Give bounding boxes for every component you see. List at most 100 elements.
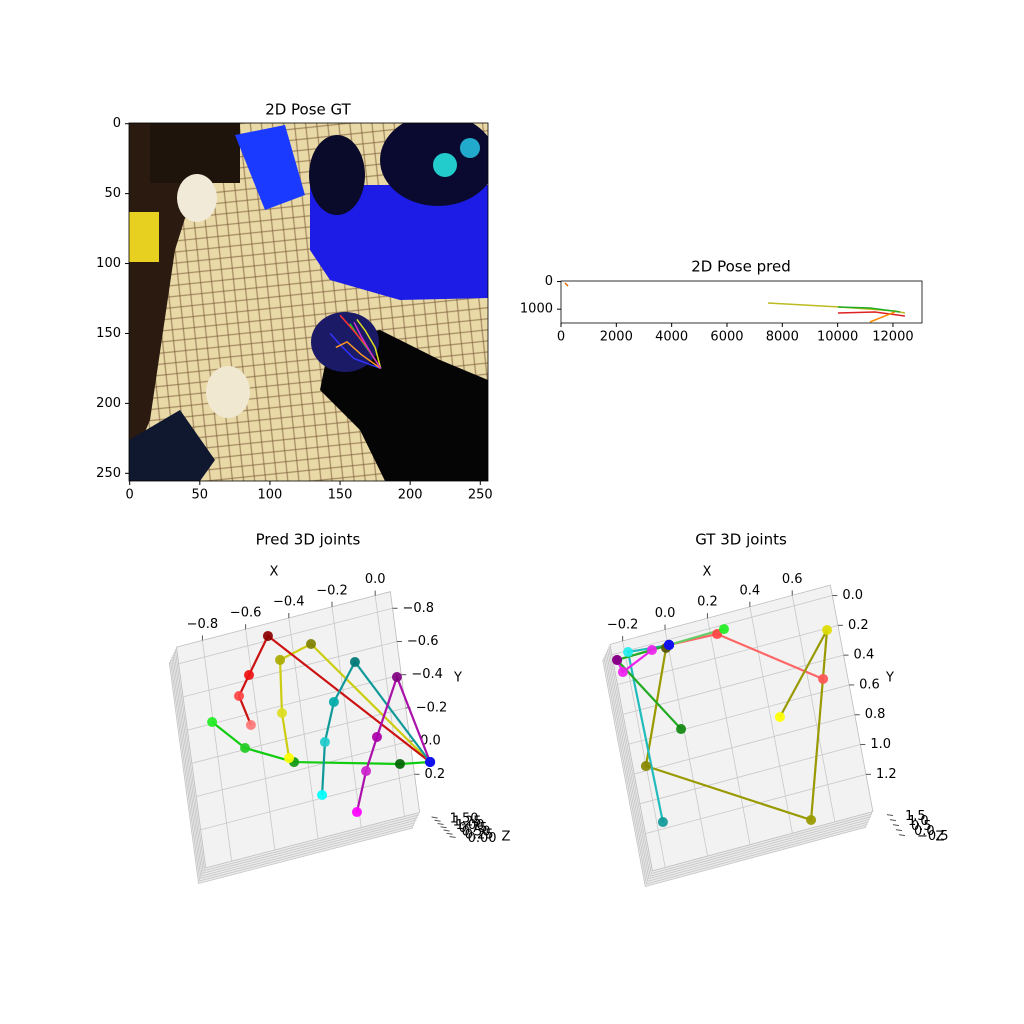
x-tick-label: 2000 (600, 330, 633, 345)
grid-line (791, 595, 836, 822)
joint (822, 625, 833, 635)
tick-mark (431, 816, 438, 819)
grid-line (331, 606, 362, 828)
x-tick-label: 50 (192, 488, 209, 503)
tick-mark (446, 832, 453, 835)
grid-line (200, 773, 415, 831)
x-tick-label: 4000 (655, 330, 688, 345)
grid-line (182, 641, 398, 698)
z-tick-label: 1.25 (453, 815, 482, 830)
pose-line (869, 311, 896, 323)
joint (774, 712, 785, 723)
y-tick-label: 0 (113, 116, 121, 131)
y-tick-label: 200 (96, 396, 121, 411)
x-tick-label: 6000 (710, 330, 743, 345)
x-tick-label: 12000 (872, 330, 913, 345)
x-tick-label: −0.8 (187, 617, 219, 632)
y-tick-label: 150 (96, 326, 121, 341)
pose-line (564, 282, 569, 287)
x-tick-label: −0.4 (273, 595, 305, 610)
x-tick-label: 0.0 (365, 572, 386, 587)
x-tick-label: 10000 (817, 330, 858, 345)
joint (243, 670, 254, 681)
grid-line (749, 606, 793, 834)
chart-title: GT 3D joints (695, 531, 787, 549)
joint (657, 817, 668, 828)
x-tick-label: 0.4 (739, 583, 760, 598)
x-tick-label: 0 (557, 330, 565, 345)
grid-line (187, 674, 402, 731)
tick-mark (886, 814, 894, 817)
grid-line (707, 618, 751, 845)
grid-line (664, 629, 708, 857)
joint (676, 724, 687, 735)
y-tick-label: 50 (104, 186, 121, 201)
pose-line (837, 306, 900, 313)
y-tick-label: 0.0 (842, 588, 863, 603)
pose-line (837, 311, 906, 317)
x-tick-label: 250 (468, 488, 493, 503)
joint (664, 639, 675, 650)
x-tick-label: −0.2 (607, 617, 639, 632)
x-tick-label: 100 (258, 488, 283, 503)
z-tick-label: 0.25 (465, 828, 494, 843)
y-tick-label: 0.2 (848, 618, 869, 633)
joint (818, 673, 829, 684)
y-tick-label: 0.2 (425, 767, 446, 782)
pane (609, 584, 874, 872)
grid-line (628, 684, 850, 745)
z-tick-label: 0.50 (462, 824, 491, 839)
tick-mark (895, 829, 903, 832)
z-tick-label: 1.0 (908, 814, 929, 829)
joint (646, 644, 657, 655)
grid-line (374, 595, 405, 817)
y-tick-label: −0.2 (416, 700, 448, 715)
grid-line (191, 707, 406, 764)
joint (245, 720, 256, 731)
pose-line (356, 319, 382, 369)
z-tick-label: 1.50 (450, 811, 479, 826)
joint (328, 696, 339, 707)
y-tick-label: 0 (545, 274, 553, 289)
joint (319, 737, 330, 748)
tick-mark (892, 824, 900, 827)
grid-line (645, 773, 867, 835)
grid-line (196, 740, 411, 797)
joint (612, 654, 623, 665)
joint (276, 708, 287, 719)
y-tick-label: −0.8 (403, 601, 435, 616)
joint (640, 761, 651, 772)
y-tick-label: −0.4 (411, 667, 443, 682)
axis-label: X (270, 565, 279, 580)
x-tick-label: 200 (398, 488, 423, 503)
z-tick-label: 1.00 (456, 818, 485, 833)
joint (425, 757, 436, 767)
tick-mark (434, 819, 441, 822)
x-tick-label: 150 (328, 488, 353, 503)
tick-mark (449, 835, 456, 838)
joint (361, 766, 372, 777)
grid-line (178, 607, 393, 665)
joint (617, 667, 628, 678)
tick-mark (443, 829, 450, 832)
y-tick-label: 0.0 (420, 734, 441, 749)
x-tick-label: 0.0 (655, 606, 676, 621)
photo (129, 123, 488, 481)
joint (317, 789, 328, 800)
x-tick-label: 0 (126, 488, 134, 503)
grid-line (245, 629, 276, 851)
axes-frame (560, 280, 923, 324)
axis-label: Z (936, 830, 945, 845)
y-tick-label: 1.0 (870, 737, 891, 752)
z-tick-label: 0.5 (911, 819, 932, 834)
tick-mark (440, 826, 447, 829)
grid-line (622, 640, 666, 868)
joint (262, 630, 273, 641)
joint (207, 717, 218, 728)
joint (240, 742, 251, 753)
pose-line (335, 340, 382, 370)
grid-line (617, 624, 839, 686)
pose-line (767, 302, 906, 314)
